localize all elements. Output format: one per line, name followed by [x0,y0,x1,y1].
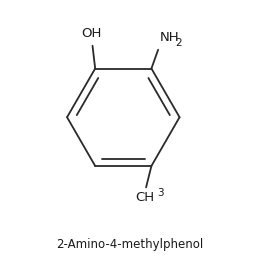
Text: 2: 2 [175,38,181,48]
Text: OH: OH [81,27,101,40]
Text: CH: CH [135,192,154,204]
Text: 2-Amino-4-methylphenol: 2-Amino-4-methylphenol [56,238,204,251]
Text: NH: NH [159,31,179,45]
Text: 3: 3 [157,188,163,198]
